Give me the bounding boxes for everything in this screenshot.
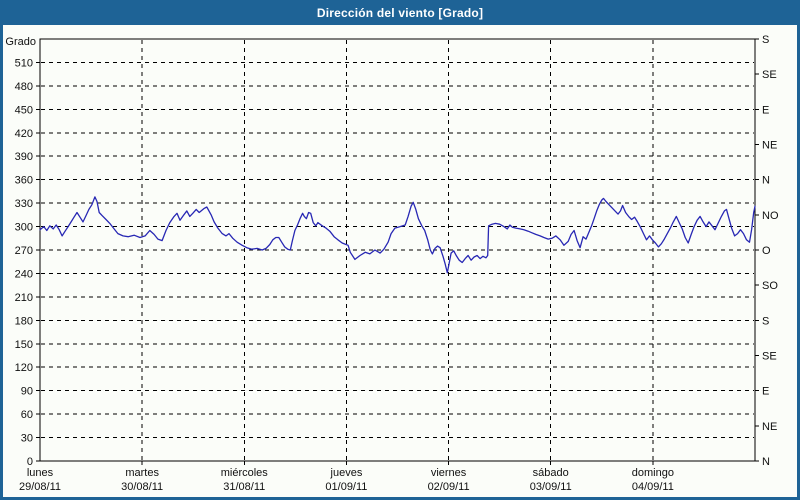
y-axis-tick-label: 90 — [21, 386, 33, 398]
day-date-label: 01/09/11 — [325, 481, 367, 493]
day-name-label: miércoles — [221, 467, 269, 479]
day-date-label: 04/09/11 — [632, 481, 674, 493]
compass-tick-label: O — [762, 245, 771, 257]
y-axis-tick-label: 480 — [15, 81, 33, 93]
y-axis-tick-label: 330 — [15, 198, 33, 210]
y-axis-tick-label: 180 — [15, 315, 33, 327]
y-axis-tick-label: 60 — [21, 409, 33, 421]
compass-tick-label: S — [762, 315, 769, 327]
y-axis-tick-label: 120 — [15, 362, 33, 374]
compass-tick-label: SO — [762, 280, 778, 292]
plot-frame — [39, 38, 756, 462]
y-axis-tick-label: 360 — [15, 175, 33, 187]
day-name-label: viernes — [431, 467, 467, 479]
y-axis-tick-label: 300 — [15, 222, 33, 234]
y-axis-tick-label: 150 — [15, 339, 33, 351]
compass-tick-label: NO — [762, 210, 779, 222]
compass-tick-label: NE — [762, 140, 777, 152]
compass-tick-label: SE — [762, 351, 777, 363]
chart-svg: 0 30 60 90 120 150 180 210 240 270 300 330 360 390 420… — [5, 34, 779, 493]
y-axis-tick-label: 420 — [15, 128, 33, 140]
y-axis-tick-label: 0 — [27, 456, 33, 468]
wind-direction-line — [39, 196, 756, 274]
day-name-label: sábado — [533, 467, 569, 479]
day-date-label: 29/08/11 — [19, 481, 61, 493]
day-date-label: 31/08/11 — [223, 481, 265, 493]
day-name-label: martes — [125, 467, 159, 479]
day-name-label: domingo — [632, 467, 674, 479]
y-axis-tick-label: 210 — [15, 292, 33, 304]
chart-title: Dirección del viento [Grado] — [316, 5, 484, 20]
y-axis-tick-label: 270 — [15, 245, 33, 257]
compass-tick-label: NE — [762, 421, 777, 433]
y-axis-tick-label: 240 — [15, 268, 33, 280]
compass-tick-label: E — [762, 386, 769, 398]
compass-tick-label: E — [762, 104, 769, 116]
y-axis-tick-label: 390 — [15, 151, 33, 163]
day-date-label: 03/09/11 — [530, 481, 572, 493]
y-axis-tick-label: 510 — [15, 57, 33, 69]
day-name-label: lunes — [27, 467, 54, 479]
day-name-label: jueves — [330, 467, 363, 479]
y-axis-tick-label: 30 — [21, 433, 33, 445]
day-date-label: 30/08/11 — [121, 481, 163, 493]
y-axis-title: Grado — [5, 36, 36, 48]
day-date-label: 02/09/11 — [428, 481, 470, 493]
y-axis-tick-label: 450 — [15, 104, 33, 116]
compass-tick-label: S — [762, 34, 769, 46]
compass-tick-label: N — [762, 456, 770, 468]
compass-tick-label: SE — [762, 69, 777, 81]
compass-tick-label: N — [762, 175, 770, 187]
title-bar: Dirección del viento [Grado] — [3, 3, 797, 25]
